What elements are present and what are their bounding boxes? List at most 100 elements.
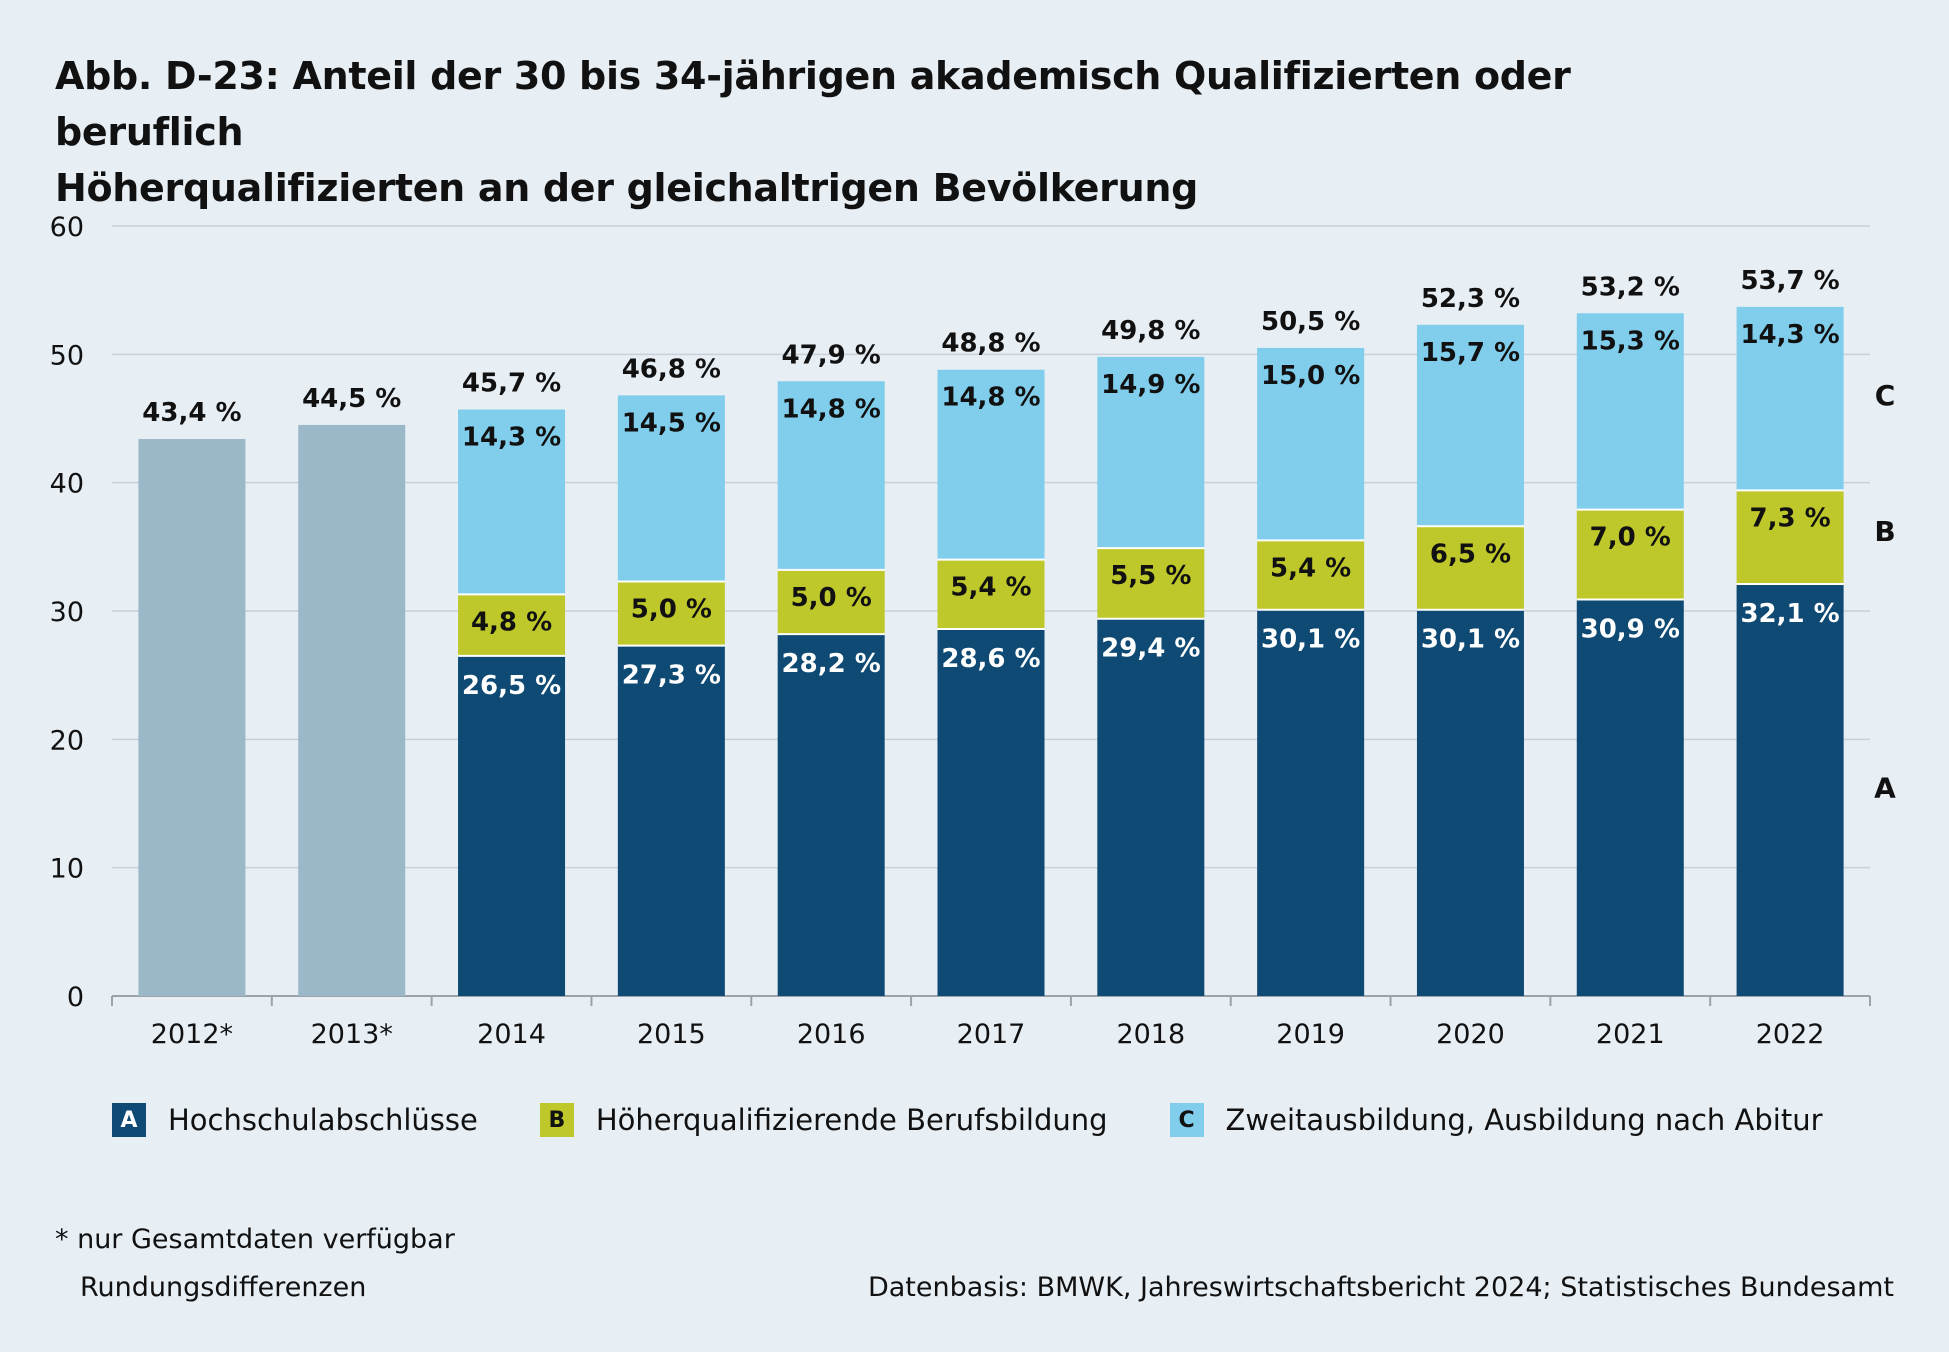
bar-segment-b-2021 [1576, 509, 1684, 600]
legend-item-c: C Zweitausbildung, Ausbildung nach Abitu… [1169, 1103, 1823, 1137]
y-tick-label-30: 30 [50, 597, 84, 628]
total-label-2022: 53,7 % [1740, 266, 1839, 296]
y-tick-label-10: 10 [50, 854, 84, 885]
bar-segment-b-2020 [1416, 526, 1524, 610]
total-label-2020: 52,3 % [1421, 284, 1520, 314]
data-label-a-2018: 29,4 % [1101, 634, 1200, 664]
data-label-b-2017: 5,4 % [950, 573, 1031, 603]
data-label-a-2022: 32,1 % [1740, 599, 1839, 629]
data-label-c-2016: 14,8 % [782, 394, 881, 424]
total-label-2017: 48,8 % [941, 329, 1040, 359]
data-label-a-2016: 28,2 % [782, 649, 881, 679]
x-tick-label-2016: 2016 [797, 1019, 866, 1050]
data-label-c-2020: 15,7 % [1421, 338, 1520, 368]
bar-segment-c-2021 [1576, 313, 1684, 510]
bar-segment-b-2019 [1257, 540, 1365, 610]
data-label-b-2016: 5,0 % [791, 583, 872, 613]
bar-segment-b-2014 [458, 594, 566, 656]
bar-segment-a-2022 [1736, 584, 1844, 996]
bar-segment-c-2022 [1736, 306, 1844, 491]
data-label-a-2019: 30,1 % [1261, 625, 1360, 655]
legend-swatch-a: A [112, 1103, 146, 1137]
bar-segment-a-2018 [1097, 618, 1205, 996]
bar-segment-c-2019 [1257, 347, 1365, 541]
legend-label-c: Zweitausbildung, Ausbildung nach Abitur [1225, 1103, 1823, 1137]
x-tick-label-2014: 2014 [477, 1019, 546, 1050]
x-tick-label-2013*: 2013* [311, 1019, 393, 1050]
y-tick-label-40: 40 [50, 469, 84, 500]
legend-item-b: B Höherqualifizierende Berufsbildung [539, 1103, 1108, 1137]
data-label-b-2015: 5,0 % [631, 594, 712, 624]
x-tick-label-2012*: 2012* [151, 1019, 233, 1050]
source-note: Datenbasis: BMWK, Jahreswirtschaftsberic… [867, 1272, 1894, 1303]
bar-segment-b-2017 [937, 559, 1045, 629]
bar-segment-c-2017 [937, 369, 1045, 560]
total-label-2013*: 44,5 % [302, 384, 401, 414]
rounding-note: Rundungsdifferenzen [80, 1272, 367, 1303]
legend-swatch-c: C [1169, 1103, 1204, 1137]
legend-item-a: A Hochschulabschlüsse [112, 1103, 478, 1137]
data-label-c-2019: 15,0 % [1261, 361, 1360, 391]
bar-segment-b-2022 [1736, 490, 1844, 585]
bar-segment-a-2016 [777, 634, 885, 996]
bar-segment-a-2019 [1257, 609, 1365, 996]
total-label-2021: 53,2 % [1581, 272, 1680, 302]
data-label-b-2020: 6,5 % [1430, 539, 1511, 569]
x-tick-label-2022: 2022 [1756, 1019, 1825, 1050]
legend-label-a: Hochschulabschlüsse [168, 1103, 478, 1137]
total-label-2016: 47,9 % [782, 340, 881, 370]
bar-segment-b-2016 [777, 569, 885, 635]
data-label-b-2021: 7,0 % [1590, 523, 1671, 553]
bar-segment-b-2018 [1097, 548, 1205, 619]
series-marker-a: A [1874, 771, 1896, 804]
bar-segment-a-2014 [458, 655, 566, 996]
x-tick-label-2017: 2017 [957, 1019, 1026, 1050]
x-tick-label-2020: 2020 [1436, 1019, 1505, 1050]
bar-segment-c-2014 [458, 409, 566, 595]
data-label-b-2022: 7,3 % [1750, 503, 1831, 533]
bar-segment-c-2015 [617, 395, 725, 582]
data-label-a-2014: 26,5 % [462, 671, 561, 701]
y-tick-label-50: 50 [50, 340, 84, 371]
footnote: * nur Gesamtdaten verfügbar [55, 1224, 455, 1255]
data-label-b-2019: 5,4 % [1270, 553, 1351, 583]
bar-segment-a-2021 [1576, 599, 1684, 996]
chart-title-line-1: Abb. D-23: Anteil der 30 bis 34-jährigen… [55, 54, 1571, 154]
data-label-c-2017: 14,8 % [941, 383, 1040, 413]
bar-segment-b-2015 [617, 581, 725, 646]
data-label-c-2018: 14,9 % [1101, 370, 1200, 400]
series-marker-b: B [1874, 515, 1895, 548]
legend: A Hochschulabschlüsse B Höherqualifizier… [112, 1103, 1885, 1137]
total-label-2015: 46,8 % [622, 354, 721, 384]
chart-title: Abb. D-23: Anteil der 30 bis 34-jährigen… [55, 48, 1755, 216]
x-tick-label-2021: 2021 [1596, 1019, 1665, 1050]
data-label-b-2014: 4,8 % [471, 607, 552, 637]
series-marker-c: C [1875, 379, 1896, 412]
x-tick-label-2018: 2018 [1116, 1019, 1185, 1050]
total-label-2012*: 43,4 % [142, 398, 241, 428]
legend-label-b: Höherqualifizierende Berufsbildung [595, 1103, 1108, 1137]
data-label-c-2014: 14,3 % [462, 423, 561, 453]
bar-segment-a-2020 [1416, 609, 1524, 996]
x-tick-label-2015: 2015 [637, 1019, 706, 1050]
y-tick-label-60: 60 [50, 212, 84, 243]
bar-segment-a-2017 [937, 628, 1045, 996]
total-label-2014: 45,7 % [462, 369, 561, 399]
bar-segment-a-2015 [617, 645, 725, 996]
bar-total-2013* [298, 424, 406, 997]
data-label-a-2015: 27,3 % [622, 661, 721, 691]
y-tick-label-0: 0 [67, 982, 84, 1013]
total-label-2019: 50,5 % [1261, 307, 1360, 337]
data-label-a-2020: 30,1 % [1421, 625, 1520, 655]
data-label-c-2015: 14,5 % [622, 408, 721, 438]
bar-segment-c-2020 [1416, 324, 1524, 527]
y-tick-label-20: 20 [50, 725, 84, 756]
data-label-c-2021: 15,3 % [1581, 326, 1680, 356]
legend-swatch-b: B [539, 1103, 574, 1137]
data-label-a-2017: 28,6 % [941, 644, 1040, 674]
bar-segment-c-2016 [777, 381, 885, 570]
bar-total-2012* [138, 439, 246, 996]
chart-title-line-2: Höherqualifizierten an der gleichaltrige… [55, 166, 1198, 210]
x-tick-label-2019: 2019 [1276, 1019, 1345, 1050]
